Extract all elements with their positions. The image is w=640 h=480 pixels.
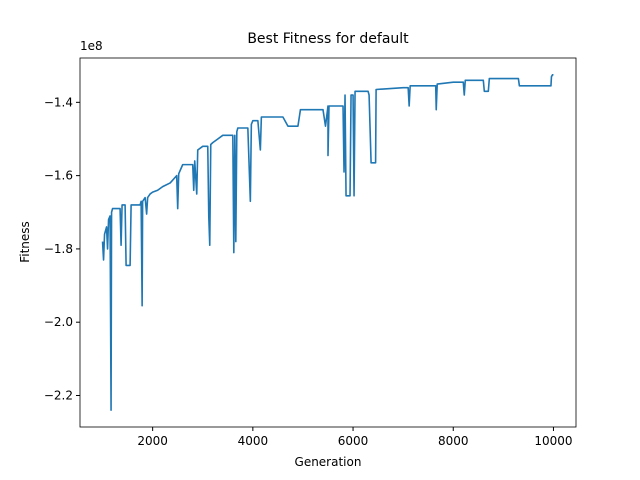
y-offset-label: 1e8 xyxy=(80,39,103,53)
x-tick-label: 6000 xyxy=(338,434,369,448)
y-tick-label: −1.6 xyxy=(44,169,73,183)
x-tick-label: 4000 xyxy=(238,434,269,448)
y-tick-label: −2.0 xyxy=(44,315,73,329)
plot-frame xyxy=(79,57,577,428)
x-tick-label: 10000 xyxy=(534,434,572,448)
chart-title: Best Fitness for default xyxy=(247,31,409,47)
y-tick-label: −1.8 xyxy=(44,242,73,256)
y-tick-label: −1.4 xyxy=(44,95,73,109)
y-tick-label: −2.2 xyxy=(44,388,73,402)
x-tick-label: 2000 xyxy=(137,434,168,448)
x-tick-label: 8000 xyxy=(438,434,469,448)
y-axis-label: Fitness xyxy=(18,221,32,263)
x-axis-label: Generation xyxy=(295,455,362,469)
data-line xyxy=(101,74,554,411)
